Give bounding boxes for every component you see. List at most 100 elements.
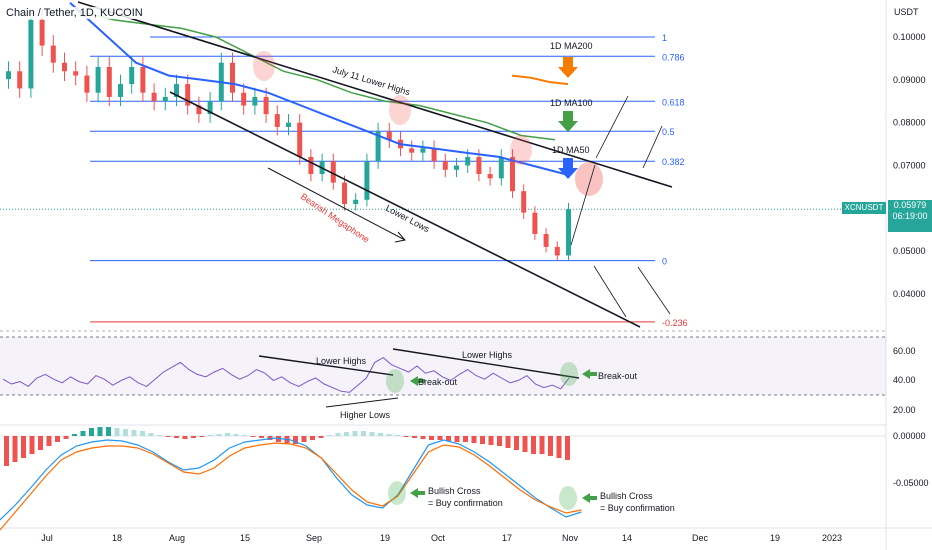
macd-histogram-bar [403,436,409,437]
price-tick-label: 0.09000 [893,75,926,85]
macd-histogram-bar [4,436,9,466]
candle-body [73,71,79,76]
macd-histogram-bar [335,433,341,436]
rsi-label: Lower Highs [316,356,367,366]
macd-histogram-bar [191,436,196,438]
candle-body [252,96,258,106]
macd-histogram-bar [369,432,375,436]
macd-histogram-bar [505,436,511,448]
candle-body [431,148,437,162]
megaphone-label: Bearish Megaphone [299,191,371,244]
candle-body [409,148,415,153]
ma50-line [69,1,566,176]
candle-body [230,62,235,93]
rsi-higher-lows-line [325,397,399,408]
candle-body [151,92,157,102]
macd-histogram-bar [293,436,298,444]
candle-body [308,156,314,175]
time-tick-label: Jul [41,533,53,543]
candle-body [297,122,303,157]
candle-body [140,66,146,93]
ma200-line [511,74,569,86]
macd-histogram-bar [140,431,145,436]
macd-histogram-bar [165,436,171,437]
macd-histogram-bar [318,436,324,438]
macd-histogram-bar [301,436,307,442]
macd-histogram-bar [480,436,485,444]
time-tick-label: 18 [112,533,122,543]
macd-histogram-bar [208,435,213,436]
countdown: 06:19:00 [892,211,928,221]
currency-label: USDT [894,7,919,17]
ma200-label: 1D MA200 [550,41,593,51]
rsi-tick-label: 40.00 [893,375,916,385]
candle-body [465,156,471,166]
candle-body [330,161,336,183]
price-tick-label: 0.07000 [893,161,926,171]
macd-histogram-bar [157,435,162,436]
candle-body [498,156,504,179]
candle-body [62,62,67,72]
macd-histogram-bar [174,436,179,438]
symbol-tag: XCNUSDT [842,202,886,214]
candle-body [129,66,135,85]
candle-body [207,101,213,115]
macd-histogram-bar [63,436,69,439]
price-tick-label: 0.08000 [893,118,926,128]
macd-histogram-bar [199,436,205,437]
candle-body [543,234,549,247]
last-price-value: 0.05979 [893,200,927,210]
candle-body [286,122,291,127]
macd-histogram-bar [114,428,120,436]
macd-histogram-bar [352,431,358,436]
macd-histogram-bar [565,436,570,460]
macd-label: = Buy confirmation [428,498,503,508]
macd-histogram-bar [21,436,26,458]
candle-body [17,71,23,89]
projection-arrow [595,95,629,159]
macd-histogram-bar [242,435,247,436]
macd-histogram-bar [80,431,86,436]
last-price-badge: 0.05979 06:19:00 [888,200,932,232]
candle-body [263,96,269,115]
time-tick-label: Sep [306,533,322,543]
lower-high-marker [253,51,275,81]
macd-histogram-bar [267,436,273,440]
arrow-head [394,231,406,243]
lower-high-marker [389,95,411,125]
rsi-label: Higher Lows [340,410,391,420]
ma100-line [79,10,556,141]
ma200-arrow [558,57,578,78]
macd-histogram-bar [344,432,349,436]
macd-histogram-bar [46,436,52,446]
macd-histogram-bar [386,434,392,436]
candle-body [118,84,123,97]
ma100-label: 1D MA100 [550,98,593,108]
breakout-arrow [582,369,597,379]
macd-histogram-bar [446,436,451,441]
price-tick-label: 0.05000 [893,246,926,256]
macd-histogram-bar [378,433,383,436]
macd-histogram-bar [182,436,188,439]
fib-level-label: 0.618 [662,97,685,107]
macd-histogram-bar [531,436,536,454]
macd-histogram-bar [55,436,60,442]
candle-body [6,71,11,80]
time-tick-label: Aug [169,533,185,543]
lower-highs-label: July 11 Lower Highs [331,64,411,97]
ma50-arrow [558,158,578,179]
macd-histogram-bar [488,436,494,445]
candle-body [28,19,34,89]
candle-body [353,199,359,205]
candle-body [274,114,280,127]
macd-histogram-bar [310,436,315,440]
candle-body [196,105,202,115]
candle-body [162,96,168,102]
candle-body [174,84,179,97]
rsi-label: Lower Highs [462,350,513,360]
candle-body [554,246,560,256]
macd-histogram-bar [225,433,230,436]
candle-body [476,156,482,175]
macd-line [0,437,582,521]
